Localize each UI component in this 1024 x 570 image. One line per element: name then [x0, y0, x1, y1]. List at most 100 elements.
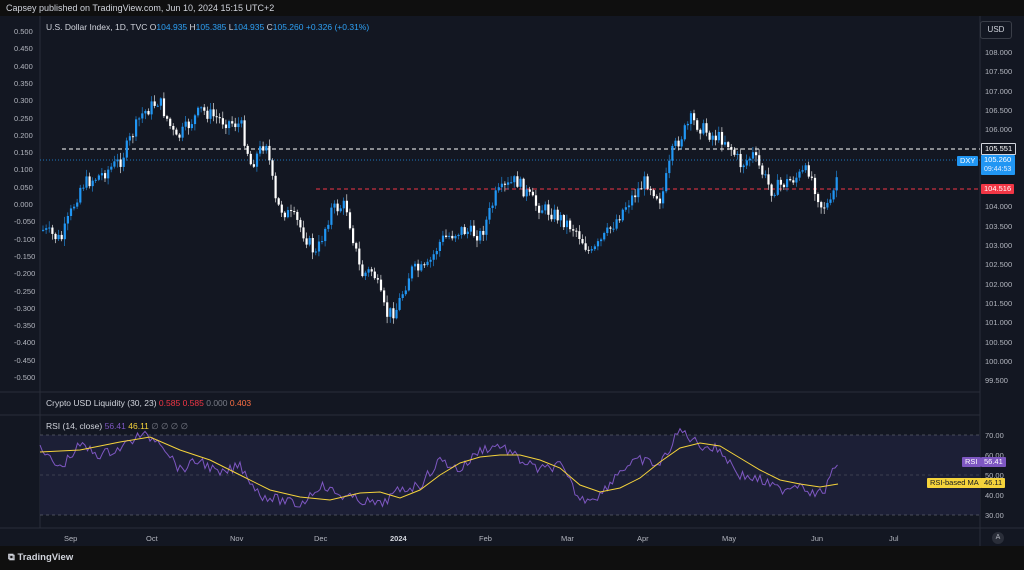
candle-body: [603, 233, 606, 240]
candle-body: [429, 259, 432, 262]
candle-body: [528, 189, 531, 192]
candle-body: [587, 249, 590, 251]
candle-body: [655, 196, 658, 199]
candle-body: [658, 198, 662, 204]
rsi-legend[interactable]: RSI (14, close) 56.41 46.11 ∅ ∅ ∅ ∅: [46, 421, 188, 431]
tradingview-logo[interactable]: ⧉ TradingView: [8, 552, 74, 563]
candle-body: [606, 227, 609, 234]
candle-body: [488, 207, 491, 220]
crypto-liquidity-legend[interactable]: Crypto USD Liquidity (30, 23) 0.585 0.58…: [46, 398, 252, 408]
candle-body: [82, 187, 85, 189]
right-axis-tick: 104.000: [985, 202, 1013, 212]
candle-body: [531, 191, 534, 196]
candle-body: [169, 118, 172, 126]
left-axis-tick: 0.050: [14, 182, 33, 192]
time-axis-label: Jun: [811, 534, 824, 543]
candle-body: [265, 145, 268, 151]
candle-body: [45, 228, 48, 230]
left-axis-tick: 0.450: [14, 44, 33, 54]
right-axis-tick: 106.000: [985, 125, 1013, 135]
candle-body: [717, 131, 720, 141]
candle-body: [73, 206, 76, 209]
candle-body: [693, 113, 696, 121]
candle-body: [417, 263, 420, 271]
candle-body: [178, 134, 181, 138]
candle-body: [311, 238, 314, 253]
candle-body: [640, 188, 643, 190]
auto-scale-button[interactable]: A: [992, 532, 1004, 544]
candle-body: [187, 121, 190, 129]
ma-value-badge: 46.11: [981, 478, 1006, 488]
candle-body: [395, 309, 398, 319]
candle-body: [162, 98, 166, 117]
candle-body: [742, 165, 745, 168]
candle-body: [438, 241, 441, 252]
candle-body: [445, 235, 448, 237]
candle-body: [122, 157, 125, 167]
candle-body: [342, 200, 345, 209]
candle-body: [97, 175, 100, 180]
candle-body: [426, 261, 429, 266]
candle-body: [79, 187, 82, 203]
candle-body: [494, 190, 497, 206]
candlestick-series: [42, 92, 838, 324]
candle-body: [48, 227, 51, 229]
candle-body: [348, 212, 352, 229]
candle-body: [578, 231, 581, 240]
candle-body: [283, 212, 286, 218]
candle-body: [113, 161, 116, 167]
rsi-label-badge: RSI: [962, 457, 981, 467]
candle-body: [172, 125, 175, 130]
candle-body: [156, 105, 159, 107]
right-axis-tick: 103.000: [985, 241, 1013, 250]
candle-body: [305, 238, 308, 245]
candle-body: [60, 234, 63, 240]
candle-body: [702, 123, 705, 134]
candle-body: [525, 189, 528, 197]
currency-button[interactable]: USD: [980, 21, 1012, 39]
candle-body: [237, 123, 240, 128]
candle-body: [621, 209, 624, 221]
candle-body: [94, 179, 97, 181]
time-axis-label: Jul: [889, 534, 899, 543]
candle-body: [612, 228, 615, 230]
time-axis-label: 2024: [390, 534, 407, 543]
candle-body: [441, 235, 445, 242]
candle-body: [54, 233, 57, 240]
candle-body: [615, 219, 618, 229]
left-axis-tick: -0.200: [14, 269, 36, 279]
candle-body: [810, 176, 813, 178]
candle-body: [801, 170, 804, 172]
candle-body: [538, 205, 541, 213]
candle-body: [218, 117, 221, 119]
candle-body: [798, 171, 801, 178]
candle-body: [290, 210, 293, 212]
candle-body: [367, 269, 370, 273]
candle-body: [581, 239, 584, 244]
candle-body: [823, 207, 826, 209]
candle-body: [259, 146, 262, 154]
candle-body: [782, 184, 786, 188]
candle-body: [665, 173, 668, 192]
candle-body: [454, 236, 457, 239]
candle-body: [57, 234, 60, 240]
right-axis-tick: 107.000: [985, 86, 1013, 96]
candle-body: [634, 195, 637, 198]
candle-body: [153, 101, 156, 106]
main-legend: U.S. Dollar Index, 1D, TVC O104.935 H105…: [46, 22, 370, 32]
left-axis-tick: -0.400: [14, 338, 36, 348]
candle-body: [624, 207, 627, 210]
dxy-price-badge: 105.260 09:44:53: [981, 155, 1015, 175]
left-axis-tick: -0.300: [14, 303, 36, 313]
candle-body: [249, 153, 252, 165]
dxy-price: 105.260: [984, 155, 1012, 164]
symbol-title[interactable]: U.S. Dollar Index, 1D, TVC: [46, 22, 148, 32]
left-axis-tick: -0.450: [14, 355, 36, 365]
candle-body: [135, 119, 138, 137]
candle-body: [314, 251, 317, 253]
candle-body: [575, 230, 578, 232]
candle-body: [166, 116, 169, 119]
candle-body: [460, 227, 463, 235]
right-axis-tick: 107.500: [985, 67, 1013, 77]
